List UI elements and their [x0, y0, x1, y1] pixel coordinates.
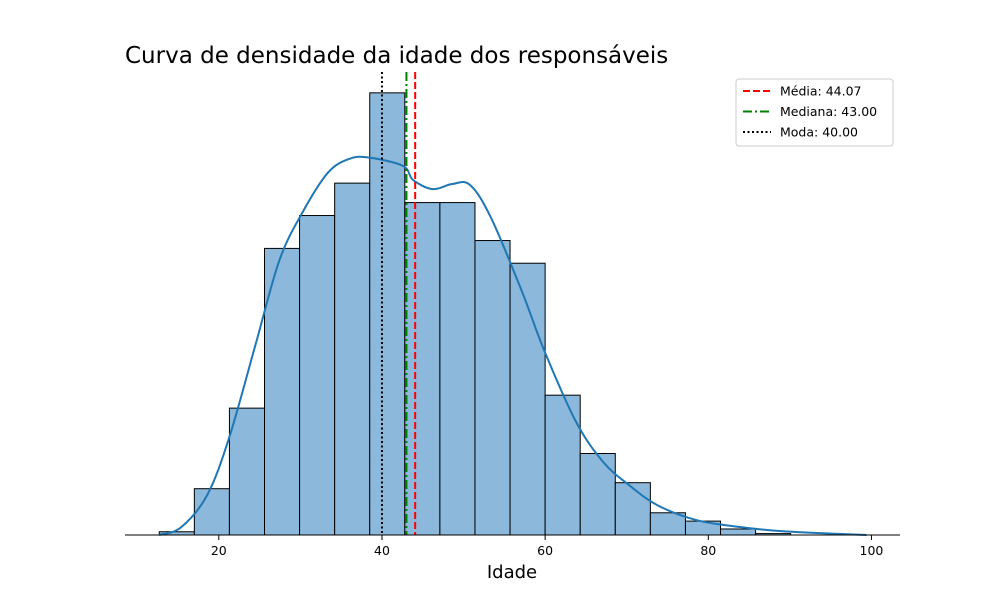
histogram-bar-7 [404, 202, 441, 536]
legend-entry: Moda: 40.00 [780, 125, 858, 140]
histogram-bar-16 [720, 528, 757, 536]
x-tick-label: 100 [860, 543, 884, 558]
histogram-bar-11 [544, 394, 581, 536]
histogram-bar-8 [439, 202, 476, 536]
histogram-bar-1 [193, 488, 230, 536]
x-tick-label: 60 [537, 543, 553, 558]
histogram-bar-13 [614, 482, 651, 536]
reference-lines [380, 72, 417, 535]
chart-title: Curva de densidade da idade dos responsá… [125, 43, 668, 69]
histogram-bar-12 [579, 453, 616, 536]
histogram-bar-4 [299, 215, 336, 536]
legend-entry: Média: 44.07 [780, 84, 862, 99]
legend: Média: 44.07 Mediana: 43.00 Moda: 40.00 [735, 78, 894, 147]
x-axis-label: Idade [487, 562, 537, 583]
kde-curve [158, 155, 867, 536]
x-tick-label: 40 [374, 543, 390, 558]
histogram-bar-5 [334, 182, 371, 536]
x-tick-label: 80 [700, 543, 716, 558]
histogram-bars [158, 92, 792, 536]
x-axis-ticks: 20 40 60 80 100 [211, 535, 884, 558]
legend-entry: Mediana: 43.00 [780, 104, 877, 119]
legend-box [735, 78, 894, 147]
histogram-bar-9 [474, 240, 511, 536]
x-tick-label: 20 [211, 543, 227, 558]
histogram-bar-2 [228, 407, 265, 536]
